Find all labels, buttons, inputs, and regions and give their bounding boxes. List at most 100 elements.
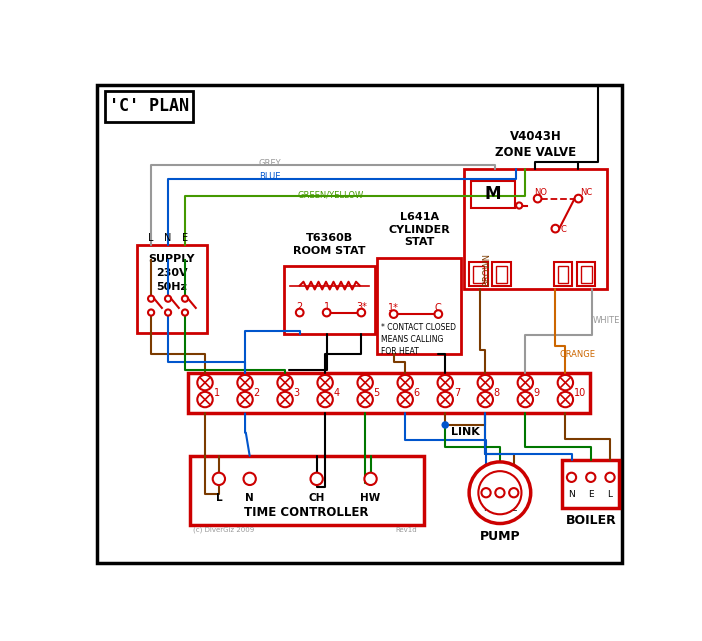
Text: ORANGE: ORANGE: [559, 350, 595, 359]
Circle shape: [482, 488, 491, 497]
Circle shape: [357, 309, 365, 317]
Text: 1: 1: [213, 388, 220, 397]
Circle shape: [517, 375, 533, 390]
Text: E: E: [588, 490, 594, 499]
FancyBboxPatch shape: [190, 456, 425, 525]
Circle shape: [557, 375, 573, 390]
FancyBboxPatch shape: [188, 373, 590, 413]
Circle shape: [586, 472, 595, 482]
Text: LINK: LINK: [451, 428, 479, 437]
FancyBboxPatch shape: [138, 245, 206, 333]
Text: 9: 9: [534, 388, 540, 397]
Circle shape: [165, 310, 171, 315]
Circle shape: [323, 309, 331, 317]
FancyBboxPatch shape: [97, 85, 623, 563]
Text: L: L: [607, 490, 613, 499]
Circle shape: [310, 472, 323, 485]
Circle shape: [237, 375, 253, 390]
FancyBboxPatch shape: [465, 169, 607, 288]
FancyBboxPatch shape: [554, 262, 572, 287]
Circle shape: [605, 472, 615, 482]
Text: 5: 5: [373, 388, 380, 397]
Text: 'C' PLAN: 'C' PLAN: [109, 97, 189, 115]
Text: 1*: 1*: [388, 303, 399, 313]
Text: C: C: [435, 303, 442, 313]
Text: BOILER: BOILER: [565, 514, 616, 528]
Text: 6: 6: [413, 388, 420, 397]
Text: GREEN/YELLOW: GREEN/YELLOW: [298, 190, 364, 199]
Text: GREY: GREY: [259, 160, 282, 169]
FancyBboxPatch shape: [492, 262, 510, 287]
FancyBboxPatch shape: [105, 91, 194, 122]
Circle shape: [509, 488, 518, 497]
Circle shape: [197, 375, 213, 390]
Circle shape: [575, 195, 582, 203]
Text: NO: NO: [534, 188, 548, 197]
Circle shape: [552, 225, 559, 233]
Text: 8: 8: [494, 388, 500, 397]
FancyBboxPatch shape: [473, 265, 484, 283]
Text: BLUE: BLUE: [259, 172, 280, 181]
Circle shape: [478, 471, 522, 514]
Text: CH: CH: [308, 493, 325, 503]
Circle shape: [437, 375, 453, 390]
Text: L641A
CYLINDER
STAT: L641A CYLINDER STAT: [388, 212, 450, 247]
Text: C: C: [561, 225, 567, 234]
FancyBboxPatch shape: [377, 258, 461, 354]
FancyBboxPatch shape: [496, 265, 507, 283]
Text: T6360B
ROOM STAT: T6360B ROOM STAT: [293, 233, 366, 256]
Circle shape: [357, 375, 373, 390]
Text: (c) DiverGiz 2009: (c) DiverGiz 2009: [194, 527, 255, 533]
FancyBboxPatch shape: [562, 460, 619, 508]
Circle shape: [317, 392, 333, 407]
Circle shape: [437, 392, 453, 407]
Text: M: M: [485, 185, 501, 203]
Circle shape: [277, 392, 293, 407]
Text: N: N: [483, 503, 489, 513]
Text: 7: 7: [453, 388, 460, 397]
Text: L: L: [511, 503, 516, 513]
FancyBboxPatch shape: [469, 262, 488, 287]
Circle shape: [317, 375, 333, 390]
Text: N: N: [568, 490, 575, 499]
FancyBboxPatch shape: [284, 267, 375, 334]
Circle shape: [397, 375, 413, 390]
FancyBboxPatch shape: [557, 265, 569, 283]
Text: N: N: [164, 233, 172, 243]
Circle shape: [237, 392, 253, 407]
Text: N: N: [245, 493, 254, 503]
Circle shape: [148, 296, 154, 302]
Text: Rev1d: Rev1d: [395, 527, 417, 533]
Circle shape: [390, 310, 397, 318]
Text: PUMP: PUMP: [479, 529, 520, 543]
Text: E: E: [497, 503, 503, 513]
Text: 10: 10: [574, 388, 586, 397]
Text: L: L: [148, 233, 154, 243]
Circle shape: [477, 375, 493, 390]
FancyBboxPatch shape: [581, 265, 592, 283]
Text: HW: HW: [360, 493, 380, 503]
Text: 2: 2: [296, 302, 303, 312]
Circle shape: [244, 472, 256, 485]
Circle shape: [296, 309, 303, 317]
Circle shape: [213, 472, 225, 485]
Circle shape: [516, 203, 522, 208]
Text: TIME CONTROLLER: TIME CONTROLLER: [244, 506, 369, 519]
Text: E: E: [182, 233, 188, 243]
Circle shape: [197, 392, 213, 407]
Circle shape: [435, 310, 442, 318]
FancyBboxPatch shape: [470, 181, 515, 208]
Text: 1: 1: [324, 302, 330, 312]
Text: * CONTACT CLOSED
MEANS CALLING
FOR HEAT: * CONTACT CLOSED MEANS CALLING FOR HEAT: [380, 323, 456, 356]
Circle shape: [148, 310, 154, 315]
Circle shape: [567, 472, 576, 482]
Circle shape: [357, 392, 373, 407]
Text: WHITE: WHITE: [593, 315, 621, 324]
Text: 2: 2: [253, 388, 260, 397]
Text: SUPPLY
230V
50Hz: SUPPLY 230V 50Hz: [149, 254, 195, 292]
Text: 3*: 3*: [356, 302, 366, 312]
Circle shape: [182, 296, 188, 302]
Circle shape: [496, 488, 505, 497]
Text: NC: NC: [580, 188, 592, 197]
FancyBboxPatch shape: [577, 262, 595, 287]
